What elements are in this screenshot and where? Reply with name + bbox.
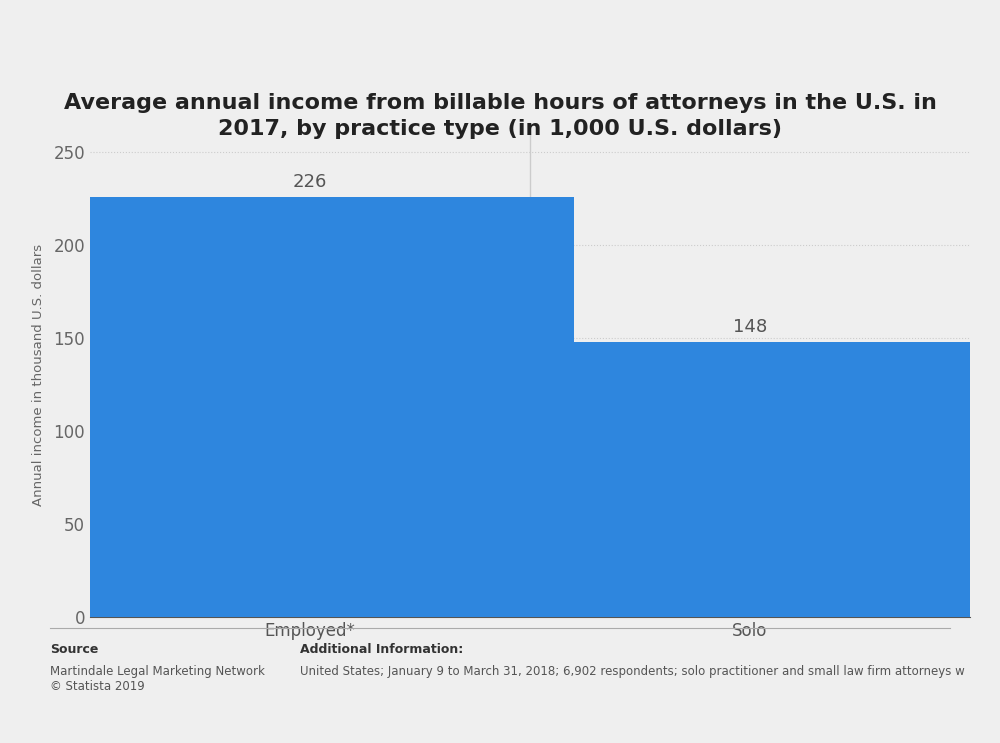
Text: Source: Source <box>50 643 98 655</box>
Bar <box>46 197 574 617</box>
Text: 226: 226 <box>293 173 327 191</box>
Text: Additional Information:: Additional Information: <box>300 643 463 655</box>
Bar <box>486 342 1000 617</box>
Text: Martindale Legal Marketing Network
© Statista 2019: Martindale Legal Marketing Network © Sta… <box>50 665 265 693</box>
Text: United States; January 9 to March 31, 2018; 6,902 respondents; solo practitioner: United States; January 9 to March 31, 20… <box>300 665 965 678</box>
Text: 148: 148 <box>733 318 767 336</box>
Text: Average annual income from billable hours of attorneys in the U.S. in
2017, by p: Average annual income from billable hour… <box>64 93 936 139</box>
Y-axis label: Annual income in thousand U.S. dollars: Annual income in thousand U.S. dollars <box>32 244 45 506</box>
